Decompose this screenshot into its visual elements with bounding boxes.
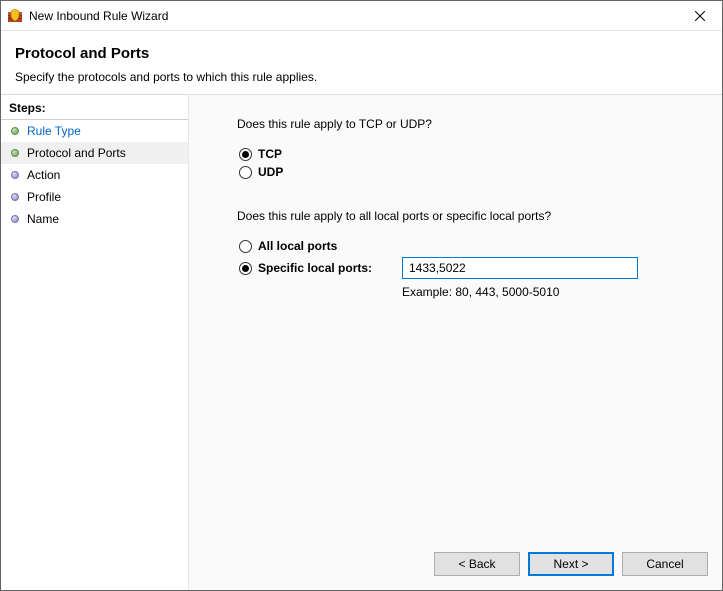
wizard-window: New Inbound Rule Wizard Protocol and Por… [0, 0, 723, 591]
radio-label: UDP [258, 165, 283, 179]
step-name: Name [1, 208, 188, 230]
protocol-radio-group: TCP UDP [239, 145, 696, 181]
step-label: Action [27, 168, 60, 182]
wizard-footer: < Back Next > Cancel [434, 552, 708, 576]
bullet-icon [11, 171, 19, 179]
bullet-icon [11, 127, 19, 135]
wizard-body: Steps: Rule Type Protocol and Ports Acti… [1, 94, 722, 590]
wizard-header: Protocol and Ports Specify the protocols… [1, 31, 722, 94]
step-rule-type[interactable]: Rule Type [1, 120, 188, 142]
radio-icon [239, 240, 252, 253]
steps-title: Steps: [1, 97, 188, 120]
page-subtitle: Specify the protocols and ports to which… [15, 70, 708, 84]
radio-label: All local ports [258, 239, 337, 253]
window-title: New Inbound Rule Wizard [29, 9, 677, 23]
ports-example: Example: 80, 443, 5000-5010 [402, 281, 696, 299]
page-title: Protocol and Ports [15, 45, 708, 62]
next-button[interactable]: Next > [528, 552, 614, 576]
step-label: Protocol and Ports [27, 146, 126, 160]
step-protocol-and-ports: Protocol and Ports [1, 142, 188, 164]
radio-icon [239, 148, 252, 161]
firewall-icon [7, 8, 23, 24]
step-profile: Profile [1, 186, 188, 208]
bullet-icon [11, 193, 19, 201]
steps-sidebar: Steps: Rule Type Protocol and Ports Acti… [1, 95, 189, 590]
question-ports: Does this rule apply to all local ports … [237, 209, 696, 223]
radio-specific-ports[interactable]: Specific local ports: [239, 255, 696, 281]
radio-label: Specific local ports: [258, 261, 396, 275]
radio-all-ports[interactable]: All local ports [239, 237, 696, 255]
ports-input[interactable] [402, 257, 638, 279]
cancel-button[interactable]: Cancel [622, 552, 708, 576]
radio-label: TCP [258, 147, 282, 161]
step-label: Name [27, 212, 59, 226]
question-protocol: Does this rule apply to TCP or UDP? [237, 117, 696, 131]
radio-icon [239, 166, 252, 179]
main-panel: Does this rule apply to TCP or UDP? TCP … [189, 95, 722, 590]
bullet-icon [11, 149, 19, 157]
close-icon [695, 11, 705, 21]
step-label: Rule Type [27, 124, 81, 138]
radio-tcp[interactable]: TCP [239, 145, 696, 163]
ports-radio-group: All local ports Specific local ports: Ex… [239, 237, 696, 299]
close-button[interactable] [677, 1, 722, 30]
step-action: Action [1, 164, 188, 186]
bullet-icon [11, 215, 19, 223]
radio-icon [239, 262, 252, 275]
titlebar: New Inbound Rule Wizard [1, 1, 722, 31]
radio-udp[interactable]: UDP [239, 163, 696, 181]
step-label: Profile [27, 190, 61, 204]
back-button[interactable]: < Back [434, 552, 520, 576]
